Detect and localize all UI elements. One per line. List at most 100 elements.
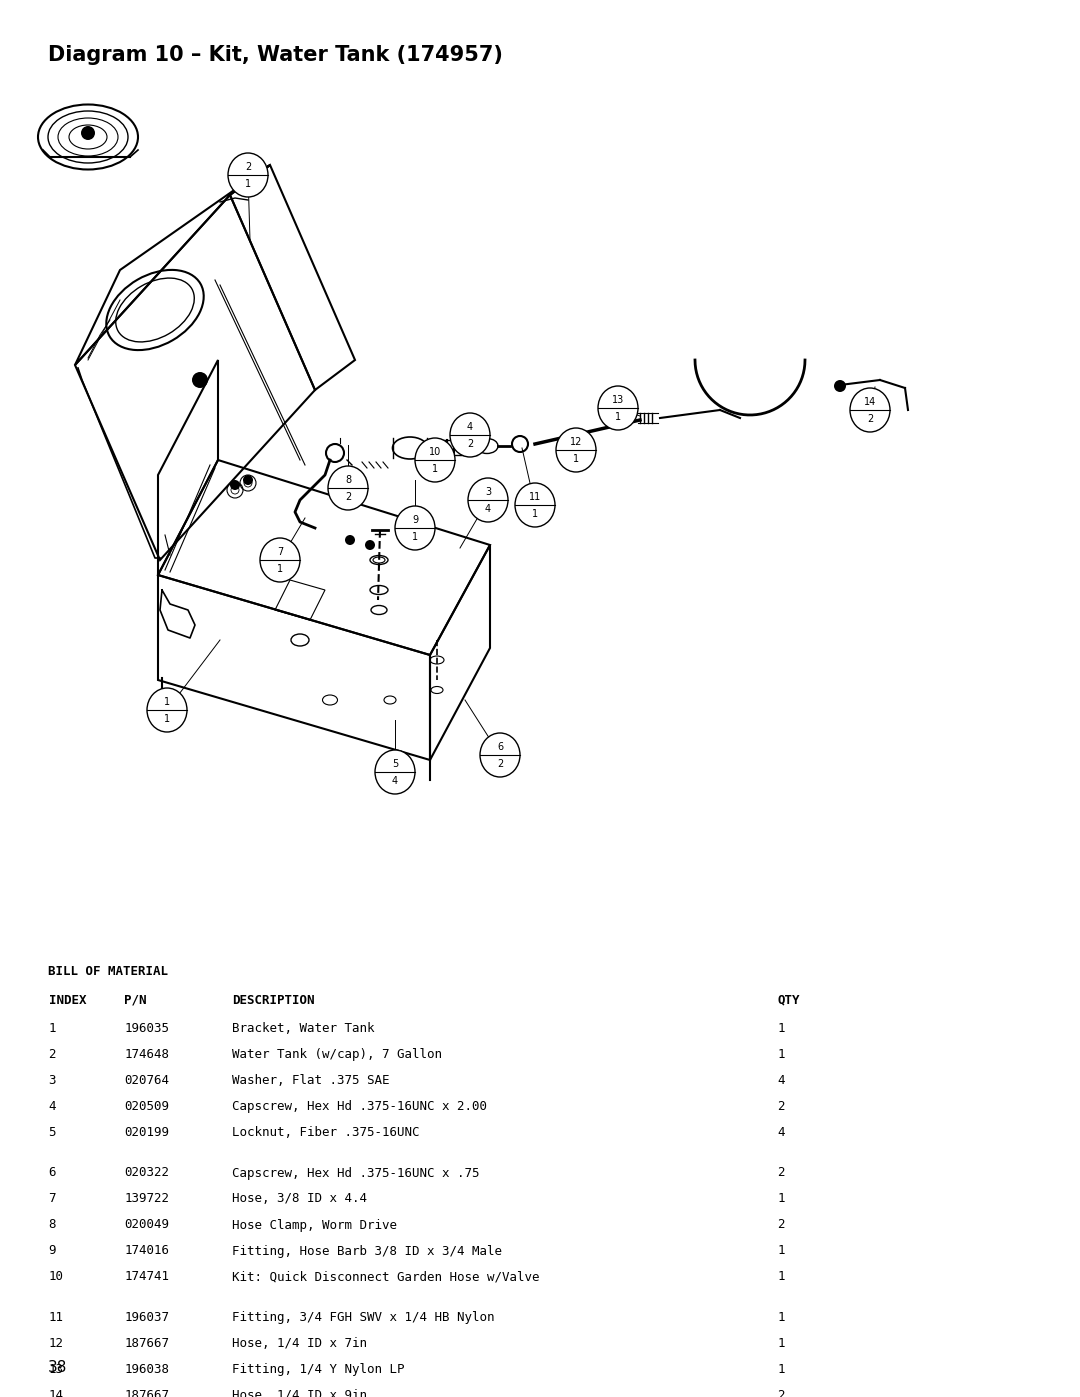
Circle shape <box>834 380 846 393</box>
Text: Water Tank (w/cap), 7 Gallon: Water Tank (w/cap), 7 Gallon <box>232 1048 442 1062</box>
Text: Hose, 3/8 ID x 4.4: Hose, 3/8 ID x 4.4 <box>232 1193 367 1206</box>
Text: 12: 12 <box>570 437 582 447</box>
Text: 5: 5 <box>49 1126 56 1139</box>
Text: 4: 4 <box>392 777 399 787</box>
Ellipse shape <box>598 386 638 430</box>
Text: 020509: 020509 <box>124 1101 170 1113</box>
Text: 11: 11 <box>529 492 541 502</box>
Text: 1: 1 <box>164 697 170 707</box>
Circle shape <box>365 541 375 550</box>
Text: 196037: 196037 <box>124 1310 170 1324</box>
Text: 1: 1 <box>572 454 579 464</box>
Text: Capscrew, Hex Hd .375-16UNC x .75: Capscrew, Hex Hd .375-16UNC x .75 <box>232 1166 480 1179</box>
Text: 1: 1 <box>411 532 418 542</box>
Text: 1: 1 <box>276 564 283 574</box>
Text: 13: 13 <box>612 394 624 405</box>
Text: 12: 12 <box>49 1337 64 1350</box>
Text: Fitting, 1/4 Y Nylon LP: Fitting, 1/4 Y Nylon LP <box>232 1363 405 1376</box>
Text: 5: 5 <box>392 759 399 768</box>
Circle shape <box>345 535 355 545</box>
Text: 10: 10 <box>429 447 441 457</box>
Text: 187667: 187667 <box>124 1337 170 1350</box>
Text: 187667: 187667 <box>124 1389 170 1397</box>
Ellipse shape <box>515 483 555 527</box>
Text: 174016: 174016 <box>124 1245 170 1257</box>
Text: Locknut, Fiber .375-16UNC: Locknut, Fiber .375-16UNC <box>232 1126 420 1139</box>
Text: Washer, Flat .375 SAE: Washer, Flat .375 SAE <box>232 1074 390 1087</box>
Text: 2: 2 <box>778 1389 785 1397</box>
Text: Bracket, Water Tank: Bracket, Water Tank <box>232 1023 375 1035</box>
Text: Fitting, Hose Barb 3/8 ID x 3/4 Male: Fitting, Hose Barb 3/8 ID x 3/4 Male <box>232 1245 502 1257</box>
Text: 020764: 020764 <box>124 1074 170 1087</box>
Ellipse shape <box>850 388 890 432</box>
Circle shape <box>81 126 95 140</box>
Text: Diagram 10 – Kit, Water Tank (174957): Diagram 10 – Kit, Water Tank (174957) <box>48 45 503 66</box>
Text: 1: 1 <box>778 1270 785 1284</box>
Text: Hose Clamp, Worm Drive: Hose Clamp, Worm Drive <box>232 1218 397 1232</box>
Text: 6: 6 <box>497 742 503 752</box>
Text: 4: 4 <box>778 1074 785 1087</box>
Text: 8: 8 <box>49 1218 56 1232</box>
Text: 1: 1 <box>615 412 621 422</box>
Text: 2: 2 <box>345 492 351 503</box>
Text: 1: 1 <box>432 464 438 474</box>
Text: 3: 3 <box>49 1074 56 1087</box>
Text: 4: 4 <box>49 1101 56 1113</box>
Text: 1: 1 <box>532 510 538 520</box>
Text: 2: 2 <box>245 162 252 172</box>
Text: Fitting, 3/4 FGH SWV x 1/4 HB Nylon: Fitting, 3/4 FGH SWV x 1/4 HB Nylon <box>232 1310 495 1324</box>
Text: 2: 2 <box>467 439 473 450</box>
Text: 11: 11 <box>49 1310 64 1324</box>
Text: 020199: 020199 <box>124 1126 170 1139</box>
Circle shape <box>243 475 253 485</box>
Ellipse shape <box>328 467 368 510</box>
Ellipse shape <box>480 733 519 777</box>
Text: DESCRIPTION: DESCRIPTION <box>232 993 314 1007</box>
Ellipse shape <box>450 414 490 457</box>
Text: 1: 1 <box>778 1310 785 1324</box>
Text: 1: 1 <box>778 1245 785 1257</box>
Text: 10: 10 <box>49 1270 64 1284</box>
Text: 1: 1 <box>778 1363 785 1376</box>
Text: 8: 8 <box>345 475 351 485</box>
Text: 2: 2 <box>778 1101 785 1113</box>
Ellipse shape <box>260 538 300 583</box>
Text: BILL OF MATERIAL: BILL OF MATERIAL <box>48 965 168 978</box>
Text: 7: 7 <box>49 1193 56 1206</box>
Circle shape <box>230 481 240 490</box>
Text: 1: 1 <box>778 1048 785 1062</box>
Ellipse shape <box>147 687 187 732</box>
Text: 14: 14 <box>49 1389 64 1397</box>
Text: 2: 2 <box>49 1048 56 1062</box>
Text: 9: 9 <box>49 1245 56 1257</box>
Text: 1: 1 <box>245 179 251 189</box>
Text: 38: 38 <box>48 1361 67 1375</box>
Text: 139722: 139722 <box>124 1193 170 1206</box>
Text: 1: 1 <box>778 1023 785 1035</box>
Text: 196035: 196035 <box>124 1023 170 1035</box>
Text: 174648: 174648 <box>124 1048 170 1062</box>
Text: 174741: 174741 <box>124 1270 170 1284</box>
Text: 2: 2 <box>778 1218 785 1232</box>
Text: INDEX: INDEX <box>49 993 86 1007</box>
Text: 1: 1 <box>778 1193 785 1206</box>
Text: 1: 1 <box>49 1023 56 1035</box>
Ellipse shape <box>395 506 435 550</box>
Text: 7: 7 <box>276 546 283 556</box>
Text: P/N: P/N <box>124 993 147 1007</box>
Text: 6: 6 <box>49 1166 56 1179</box>
Text: 196038: 196038 <box>124 1363 170 1376</box>
Text: 3: 3 <box>485 486 491 497</box>
Text: 4: 4 <box>467 422 473 432</box>
Text: Hose, 1/4 ID x 7in: Hose, 1/4 ID x 7in <box>232 1337 367 1350</box>
Text: 2: 2 <box>497 759 503 770</box>
Ellipse shape <box>228 154 268 197</box>
Ellipse shape <box>556 427 596 472</box>
Text: 13: 13 <box>49 1363 64 1376</box>
Text: Capscrew, Hex Hd .375-16UNC x 2.00: Capscrew, Hex Hd .375-16UNC x 2.00 <box>232 1101 487 1113</box>
Text: 020049: 020049 <box>124 1218 170 1232</box>
Text: 4: 4 <box>778 1126 785 1139</box>
Text: 1: 1 <box>164 714 170 724</box>
Ellipse shape <box>468 478 508 522</box>
Ellipse shape <box>375 750 415 793</box>
